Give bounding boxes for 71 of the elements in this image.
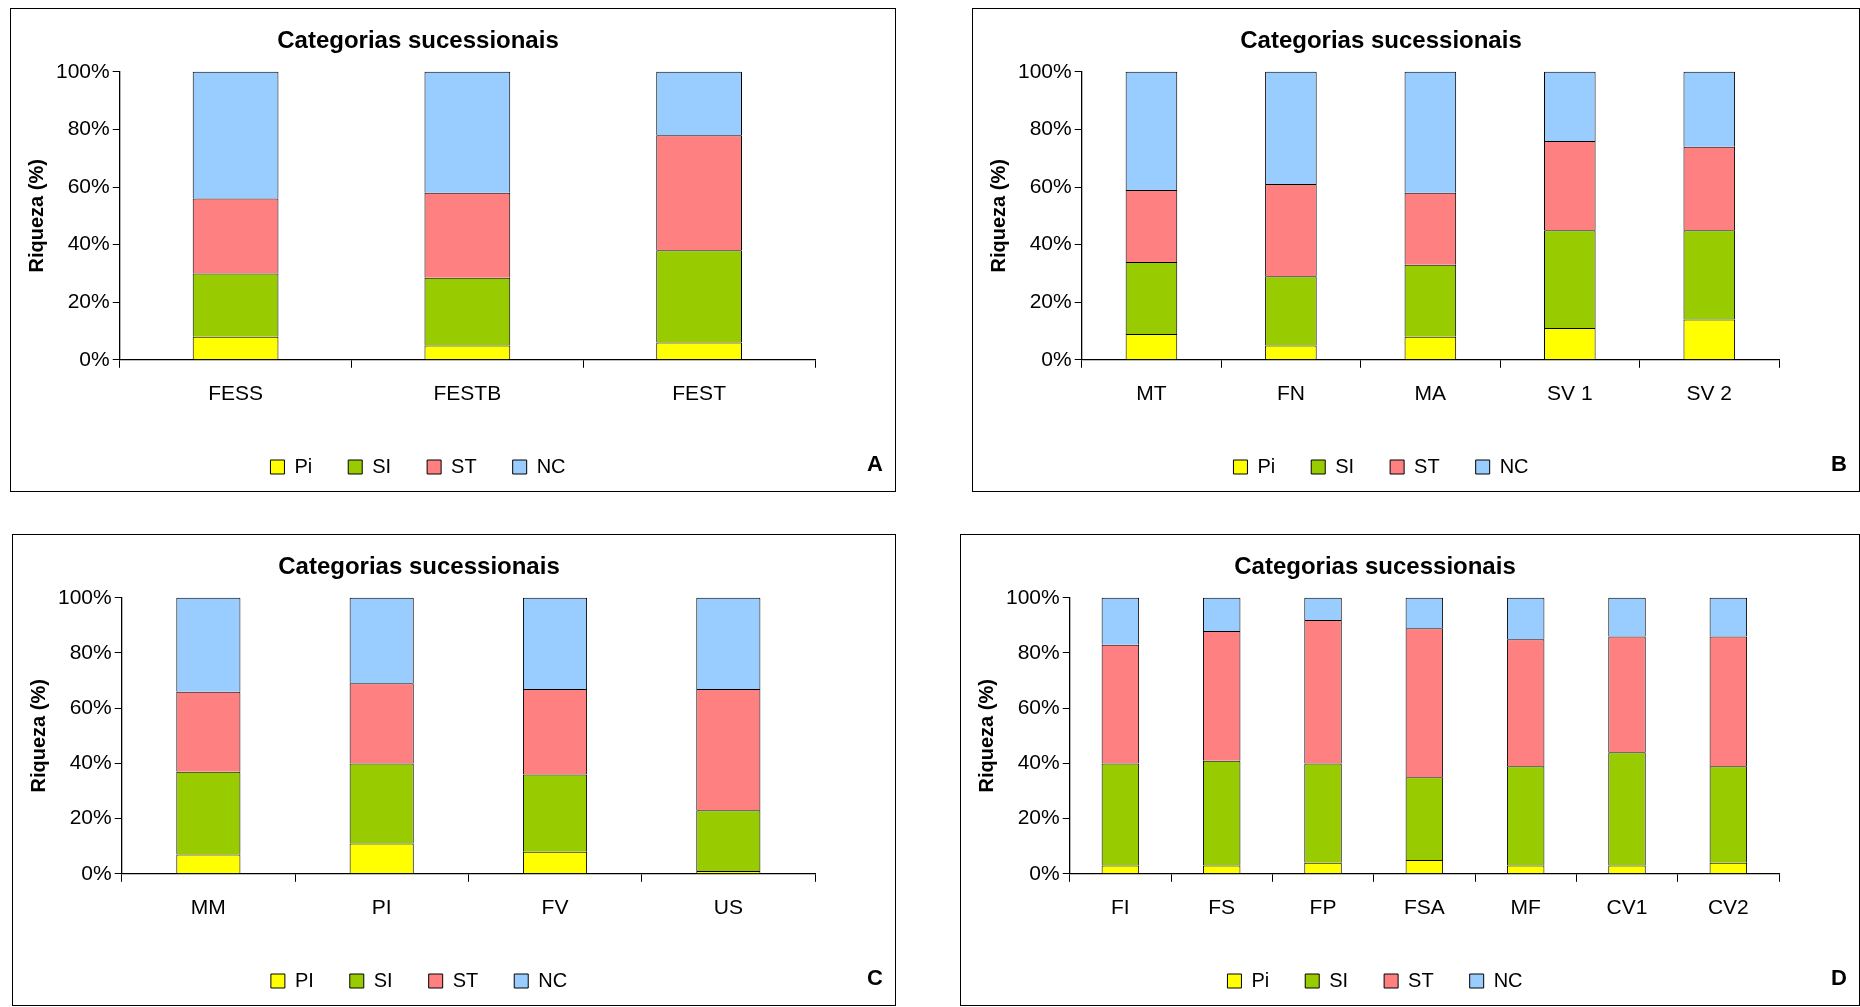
x-tick-label: US [713,895,743,919]
legend-label: ST [451,454,477,477]
legend-label: SI [372,454,392,477]
x-tick-label: MA [1414,381,1447,405]
x-tick-label: SV 1 [1547,381,1593,405]
x-tick-label: FV [541,895,569,919]
chart-title: Categorias sucessionais [278,552,560,580]
x-tick-label: FN [1276,381,1305,405]
y-tick-label: 0% [79,346,110,370]
y-axis-title: Riqueza (%) [974,679,997,793]
y-tick-label: 20% [1017,805,1060,829]
y-tick-label: 80% [1029,116,1072,140]
legend-label: SI [1335,454,1355,477]
y-axis-title: Riqueza (%) [986,159,1009,273]
legend-label: NC [536,454,566,477]
y-tick-label: 60% [67,173,110,197]
y-tick-label: 100% [1017,58,1072,82]
text: C [867,965,883,991]
x-tick-label: CV2 [1707,895,1749,919]
y-tick-label: 40% [67,231,110,255]
y-tick-label: 80% [1017,639,1060,663]
x-tick-label: MT [1136,381,1167,405]
x-tick-label: MF [1510,895,1541,919]
legend-label: ST [452,968,479,991]
y-tick-label: 80% [69,639,112,663]
legend-label: NC [538,968,568,991]
x-tick-label: FI [1111,895,1130,919]
y-tick-label: 20% [69,805,112,829]
y-tick-label: 100% [1005,584,1060,608]
y-tick-label: 0% [1041,346,1072,370]
y-tick-label: 40% [1017,750,1060,774]
legend-label: Pi [1257,454,1276,477]
x-tick-label: FS [1208,895,1236,919]
y-tick-label: 60% [69,695,112,718]
chart-title: Categorias sucessionais [1240,26,1522,54]
y-tick-label: 0% [81,860,112,884]
y-tick-label: 100% [57,584,112,608]
y-tick-label: 20% [1029,289,1072,312]
legend-label: ST [1414,454,1440,477]
x-tick-label: FEST [672,381,727,405]
legend-label: ST [1408,968,1434,991]
text: A [867,451,883,477]
x-tick-label: CV1 [1606,895,1648,919]
x-tick-label: PI [371,895,392,919]
y-tick-label: 80% [67,116,110,140]
x-tick-label: MM [190,895,226,919]
legend-label: NC [1493,968,1523,991]
y-tick-label: 0% [1029,860,1060,884]
chart-title: Categorias sucessionais [1234,552,1516,580]
y-tick-label: 40% [1029,231,1072,255]
text: D [1831,965,1847,991]
legend-label: SI [1329,968,1349,991]
y-tick-label: 60% [1029,173,1072,197]
text: B [1831,451,1847,477]
legend-label: Pi [294,454,313,477]
y-axis-title: Riqueza (%) [26,679,49,793]
x-tick-label: FSA [1403,895,1445,919]
x-tick-label: FESTB [433,381,502,405]
x-tick-label: FESS [208,381,264,405]
legend-label: NC [1499,454,1529,477]
chart-title: Categorias sucessionais [277,26,559,54]
legend-label: SI [373,968,393,991]
y-axis-title: Riqueza (%) [24,159,47,273]
legend-label: PI [294,968,314,991]
y-tick-label: 60% [1017,695,1060,718]
y-tick-label: 20% [67,289,110,312]
legend-label: Pi [1251,968,1270,991]
y-tick-label: 100% [55,58,110,82]
x-tick-label: FP [1309,895,1337,919]
y-tick-label: 40% [69,750,112,774]
x-tick-label: SV 2 [1686,381,1733,405]
